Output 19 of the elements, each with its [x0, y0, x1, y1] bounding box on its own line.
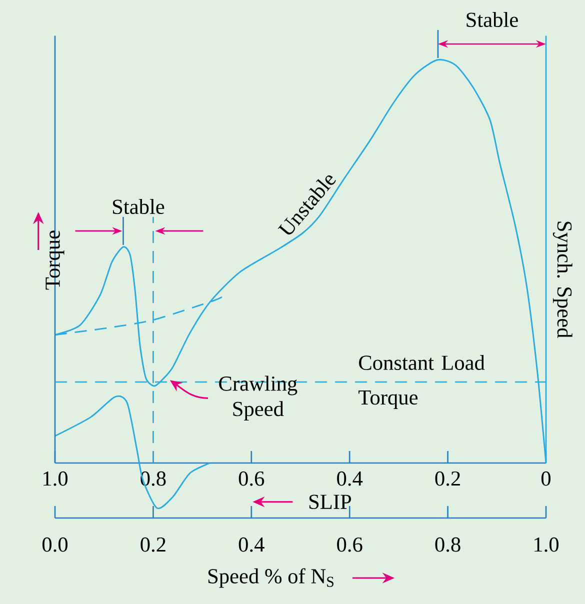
x2-tick-label: 0.4	[238, 537, 264, 552]
ref-line-label: Constant Load Torque	[358, 354, 485, 409]
x2-tick-label: 1.0	[534, 537, 559, 552]
x-tick-label: 0	[541, 471, 550, 486]
x-tick-label: 0.2	[435, 471, 460, 486]
annotation: Stable	[466, 12, 518, 28]
x-tick-label: 0.4	[337, 471, 363, 486]
ref-line-label: Synch. Speed	[552, 222, 572, 338]
x2-tick-label: 0.2	[140, 537, 166, 552]
x2-tick-label: 0.0	[42, 537, 68, 552]
x2-tick-label: 0.6	[337, 537, 362, 552]
annotation: Stable	[112, 199, 164, 214]
x-tick-label: 1.0	[44, 471, 68, 486]
x2-tick-label: 0.8	[435, 537, 460, 552]
x-tick-label: 0.6	[238, 471, 264, 486]
x2-axis-title: Speed % of N$_{S}$	[208, 568, 334, 588]
x-axis-title: SLIP	[309, 494, 352, 510]
y-axis-title: Torque	[46, 230, 64, 290]
annotation: Crawling Speed	[219, 376, 298, 420]
